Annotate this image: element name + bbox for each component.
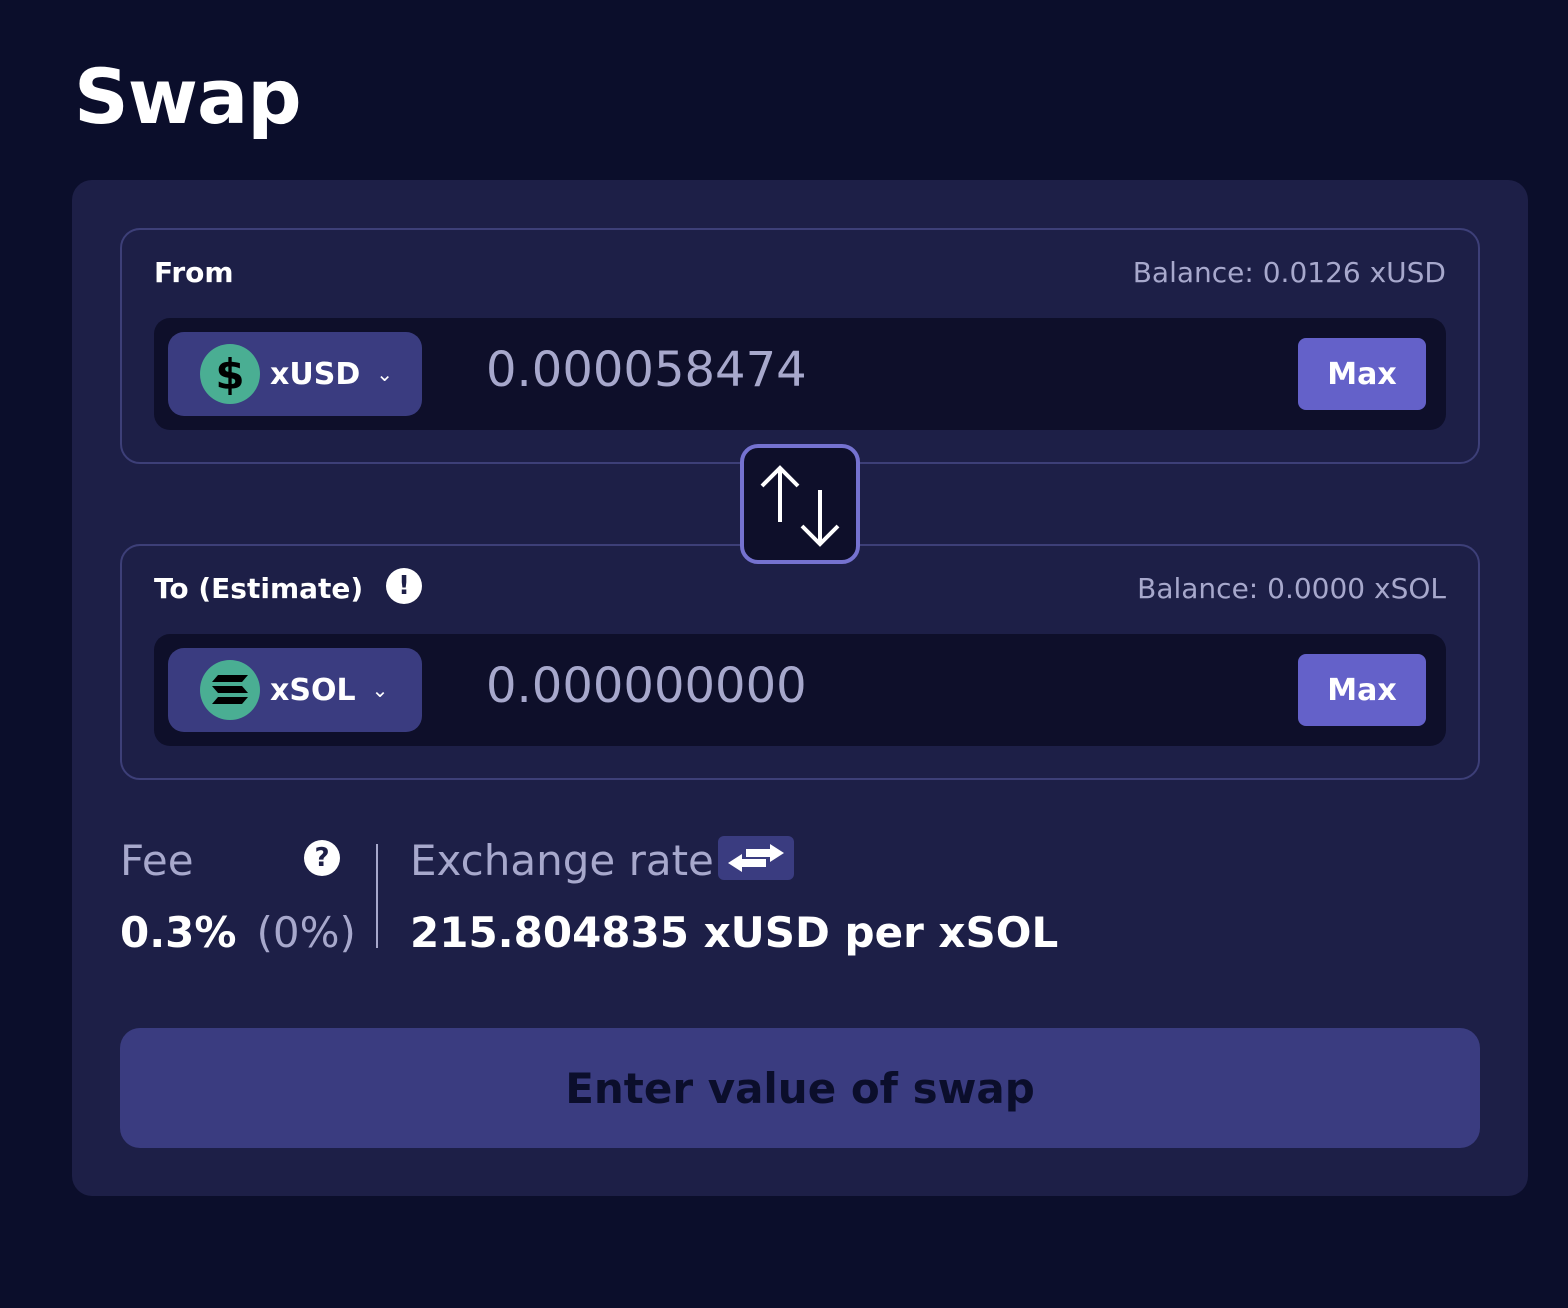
from-amount-input[interactable] — [486, 342, 1186, 398]
to-token-label: xSOL — [270, 672, 356, 708]
from-section: From Balance: 0.0126 xUSD $ xUSD ⌄ Max — [120, 228, 1480, 464]
to-input-row: xSOL ⌄ Max — [154, 634, 1446, 746]
from-balance: Balance: 0.0126 xUSD — [1132, 256, 1446, 289]
to-token-select[interactable]: xSOL ⌄ — [168, 648, 422, 732]
swap-card: From Balance: 0.0126 xUSD $ xUSD ⌄ Max T… — [72, 180, 1528, 1196]
exchange-rate-label: Exchange rate — [410, 836, 714, 885]
from-label: From — [154, 256, 234, 289]
fee-label: Fee — [120, 836, 194, 885]
to-amount-input[interactable] — [486, 658, 1186, 714]
to-max-button[interactable]: Max — [1298, 654, 1426, 726]
chevron-down-icon: ⌄ — [376, 362, 393, 386]
page-title: Swap — [74, 52, 302, 141]
swap-horizontal-icon — [728, 844, 784, 872]
help-icon[interactable]: ? — [304, 840, 340, 876]
swap-submit-button[interactable]: Enter value of swap — [120, 1028, 1480, 1148]
dollar-icon: $ — [200, 344, 260, 404]
swap-arrows-icon — [760, 465, 840, 547]
from-token-select[interactable]: $ xUSD ⌄ — [168, 332, 422, 416]
warning-icon[interactable]: ! — [386, 568, 422, 604]
from-input-row: $ xUSD ⌄ Max — [154, 318, 1446, 430]
from-max-button[interactable]: Max — [1298, 338, 1426, 410]
chevron-down-icon: ⌄ — [371, 678, 389, 702]
from-token-label: xUSD — [270, 356, 361, 392]
to-section: To (Estimate) ! Balance: 0.0000 xSOL xSO… — [120, 544, 1480, 780]
swap-direction-button[interactable] — [740, 444, 860, 564]
fee-sub: (0%) — [256, 908, 356, 957]
to-balance: Balance: 0.0000 xSOL — [1137, 572, 1446, 605]
fee-value: 0.3% (0%) — [120, 908, 356, 957]
fee-percent: 0.3% — [120, 908, 237, 957]
divider — [376, 844, 378, 948]
exchange-rate-value: 215.804835 xUSD per xSOL — [410, 908, 1059, 957]
solana-icon — [200, 660, 260, 720]
to-label: To (Estimate) — [154, 572, 364, 605]
exchange-rate-toggle[interactable] — [718, 836, 794, 880]
